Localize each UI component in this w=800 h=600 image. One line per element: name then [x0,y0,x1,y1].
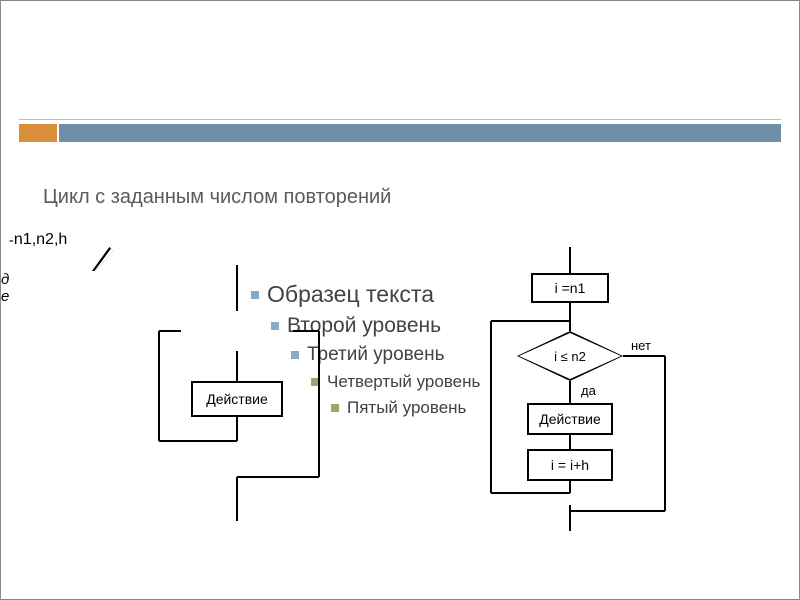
condition-text: i ≤ n2 [517,331,623,381]
flowchart-lines [1,231,800,561]
branch-label-no: нет [631,338,651,353]
action-box-right: Действие [527,403,613,435]
loop-header-hexagon: i=n1,n2,h [1,231,113,271]
header-rule [19,119,781,120]
action-text: Действие [206,391,268,407]
branch-label-yes: да [581,383,596,398]
action-box-left: Действие [191,381,283,417]
increment-text: i = i+h [551,457,589,473]
condition-diamond: i ≤ n2 [517,331,623,381]
header-blank [1,1,799,121]
increment-box: i = i+h [527,449,613,481]
init-box: i =n1 [531,273,609,303]
action-text: Действие [539,411,601,427]
page-title: Цикл с заданным числом повторений [43,186,391,209]
slide: Цикл с заданным числом повторений Образе… [0,0,800,600]
accent-orange-block [19,124,57,142]
flowchart-canvas: i=n1,n2,h Действие д i =n1 i ≤ n2 Действ… [1,231,800,561]
accent-blue-block [59,124,781,142]
init-text: i =n1 [555,280,586,296]
